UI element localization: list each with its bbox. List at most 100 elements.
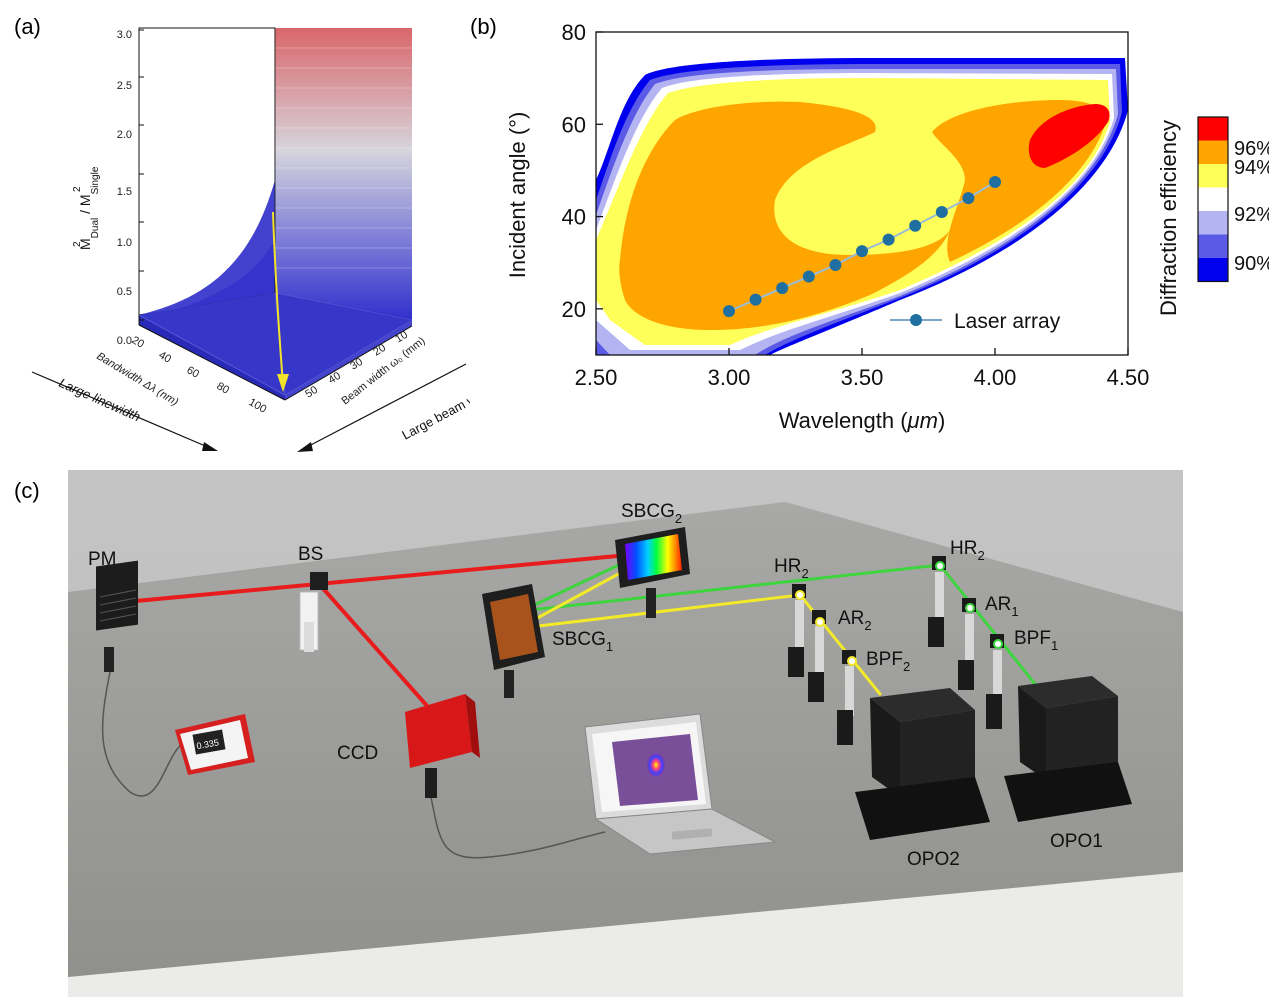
beam-tick-40: 40 bbox=[326, 370, 343, 387]
data-point bbox=[776, 282, 789, 295]
table-edge bbox=[68, 872, 1183, 997]
colorbar: 90% 92% 94%96% bbox=[1197, 116, 1269, 283]
colorbar-segment bbox=[1198, 164, 1228, 188]
bw-tick-40: 40 bbox=[157, 349, 174, 366]
x-tick-label: 3.50 bbox=[841, 365, 884, 390]
colorbar-segment bbox=[1198, 211, 1228, 235]
label-bpf1: BPF1 bbox=[1014, 628, 1058, 653]
z-axis-label: MDual / MSingle bbox=[77, 166, 101, 250]
legend: Laser array bbox=[890, 310, 1061, 333]
x-tick-label: 4.50 bbox=[1107, 365, 1150, 390]
label-ar2: AR2 bbox=[838, 608, 872, 633]
bw-tick-100: 100 bbox=[247, 396, 269, 416]
yellow-beam-2 bbox=[528, 593, 802, 629]
sbcg1-grating bbox=[482, 584, 545, 698]
green-beam-3 bbox=[938, 563, 1037, 686]
z-tick-4: 2.0 bbox=[117, 129, 132, 141]
meter-reading: 0.335 bbox=[196, 737, 220, 751]
beam-tick-10: 10 bbox=[393, 329, 410, 346]
label-hr2-first: HR2 bbox=[774, 556, 809, 581]
panel-a-3d-plot: 0.0 0.5 1.0 1.5 2.0 2.5 3.0 MDual / MSin… bbox=[31, 27, 470, 452]
linewidth-arrow-label: Large linewidth bbox=[57, 375, 143, 424]
y-tick-label: 40 bbox=[562, 205, 586, 230]
data-point bbox=[909, 219, 922, 232]
laser-array-series bbox=[723, 175, 1001, 318]
colorbar-segment bbox=[1198, 187, 1228, 211]
data-point bbox=[935, 205, 948, 218]
yellow-beam-1 bbox=[528, 570, 624, 624]
linewidth-arrow bbox=[31, 371, 211, 449]
label-pm: PM bbox=[88, 549, 117, 570]
y-tick-label: 20 bbox=[562, 297, 586, 322]
label-sbcg1: SBCG1 bbox=[552, 629, 613, 654]
colorbar-tick-label: 92% bbox=[1234, 204, 1269, 226]
surface-curve bbox=[139, 180, 275, 315]
power-meter-head bbox=[96, 560, 138, 672]
power-meter-display: 0.335 bbox=[175, 714, 255, 775]
beam-tick-20: 20 bbox=[371, 342, 388, 359]
label-hr2-second: HR2 bbox=[950, 538, 985, 563]
optic-mounts bbox=[788, 556, 1004, 745]
green-beam-1 bbox=[528, 560, 627, 609]
beam-width-arrow-label: Large beam width bbox=[399, 381, 470, 443]
y-tick-label: 80 bbox=[562, 20, 586, 45]
legend-label: Laser array bbox=[954, 310, 1061, 333]
panel-b-chart: 2.50 3.00 3.50 4.00 4.50 20 40 60 80 Wavelength… bbox=[505, 20, 1269, 433]
z-tick-5: 2.5 bbox=[117, 80, 132, 92]
panel-c-setup: 0.335 bbox=[68, 470, 1183, 997]
data-point bbox=[802, 270, 815, 283]
trend-arrowhead bbox=[277, 374, 289, 392]
data-point bbox=[989, 175, 1001, 188]
beam-tick-30: 30 bbox=[348, 356, 365, 373]
z-tick-2: 1.0 bbox=[117, 237, 132, 249]
trend-arrow bbox=[272, 211, 284, 386]
label-bs: BS bbox=[298, 544, 323, 565]
label-ccd: CCD bbox=[337, 743, 378, 764]
colorbar-tick-label: 90% bbox=[1234, 253, 1269, 275]
y-axis-label: Incident angle (°) bbox=[505, 112, 530, 279]
y-tick-label: 60 bbox=[562, 112, 586, 137]
colorbar-segment bbox=[1198, 117, 1228, 141]
x-axis-label: Wavelength (μm) bbox=[779, 408, 946, 433]
pm-cable bbox=[101, 671, 186, 797]
z-tick-0: 0.0 bbox=[117, 335, 132, 347]
contour-95-left bbox=[619, 101, 950, 330]
surface-wall bbox=[275, 28, 412, 320]
bw-tick-60: 60 bbox=[185, 364, 202, 381]
bw-tick-20: 20 bbox=[130, 334, 147, 351]
legend-marker bbox=[910, 314, 922, 326]
z-tick-1: 0.5 bbox=[117, 286, 132, 298]
surface-floor bbox=[139, 293, 412, 395]
z-tick-3: 1.5 bbox=[117, 186, 132, 198]
beam-tick-50: 50 bbox=[303, 384, 320, 401]
beam-paths bbox=[123, 553, 1037, 709]
bw-tick-80: 80 bbox=[215, 380, 232, 397]
data-point bbox=[882, 233, 895, 246]
data-point bbox=[856, 245, 868, 258]
data-point bbox=[749, 293, 762, 306]
colorbar-title: Diffraction efficiency bbox=[1156, 120, 1181, 316]
label-opo1: OPO1 bbox=[1050, 831, 1103, 852]
sbcg2-grating bbox=[615, 527, 690, 618]
data-point bbox=[723, 305, 735, 318]
x-tick-label: 4.00 bbox=[974, 365, 1017, 390]
beam-width-arrow bbox=[304, 363, 467, 449]
panel-b-letter: (b) bbox=[470, 14, 497, 39]
contour-96 bbox=[1028, 104, 1110, 168]
data-point bbox=[829, 259, 842, 272]
ccd-camera bbox=[405, 694, 480, 798]
colorbar-frame bbox=[1197, 116, 1229, 283]
red-beam-ccd bbox=[318, 583, 430, 709]
label-ar1: AR1 bbox=[985, 594, 1019, 619]
z-label-sup2: 2 bbox=[72, 186, 83, 192]
label-sbcg2: SBCG2 bbox=[621, 501, 682, 526]
z-tick-6: 3.0 bbox=[117, 29, 132, 41]
x-tick-label: 3.00 bbox=[708, 365, 751, 390]
colorbar-tick-label: 96% bbox=[1234, 138, 1269, 160]
data-point bbox=[962, 192, 975, 205]
green-beam-2 bbox=[528, 563, 942, 612]
colorbar-tick-label: 94% bbox=[1234, 157, 1269, 179]
panel-c-letter: (c) bbox=[14, 478, 40, 503]
panel-a-letter: (a) bbox=[14, 14, 41, 39]
label-opo2: OPO2 bbox=[907, 849, 960, 870]
